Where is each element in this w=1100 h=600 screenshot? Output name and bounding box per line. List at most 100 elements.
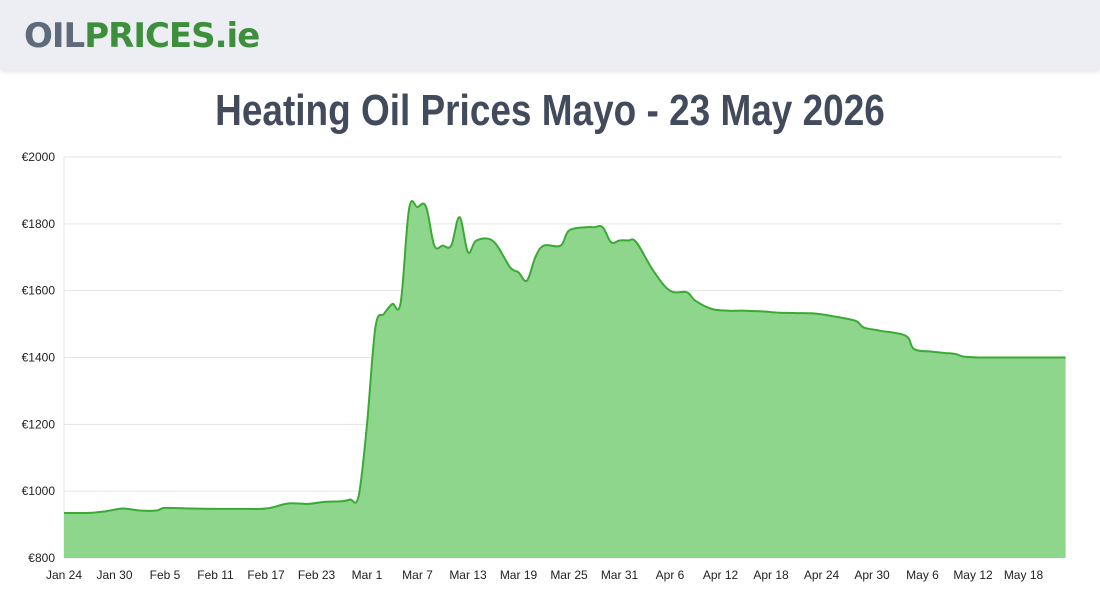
data-point[interactable] <box>684 289 690 295</box>
data-point[interactable] <box>465 249 471 255</box>
x-tick-label: Mar 19 <box>500 568 538 582</box>
data-point[interactable] <box>440 243 446 249</box>
data-point[interactable] <box>768 309 774 315</box>
data-point[interactable] <box>473 238 479 244</box>
data-point[interactable] <box>709 306 715 312</box>
x-tick-label: Mar 7 <box>402 568 433 582</box>
data-point[interactable] <box>347 497 353 503</box>
data-point[interactable] <box>566 228 572 234</box>
data-point[interactable] <box>86 510 92 516</box>
data-point[interactable] <box>381 311 387 317</box>
data-point[interactable] <box>415 204 421 210</box>
site-logo[interactable]: OILPRICES.ie <box>24 14 261 58</box>
data-point[interactable] <box>962 354 968 360</box>
data-point[interactable] <box>911 346 917 352</box>
x-tick-label: Mar 13 <box>449 568 487 582</box>
data-point[interactable] <box>995 355 1001 361</box>
data-point[interactable] <box>600 224 606 230</box>
data-point[interactable] <box>1046 355 1052 361</box>
data-point[interactable] <box>238 506 244 512</box>
data-point[interactable] <box>743 308 749 314</box>
data-point[interactable] <box>137 508 143 514</box>
page-title: Heating Oil Prices Mayo - 23 May 2026 <box>215 86 885 135</box>
data-point[interactable] <box>978 355 984 361</box>
x-tick-label: Mar 25 <box>550 568 588 582</box>
data-point[interactable] <box>288 500 294 506</box>
data-point[interactable] <box>903 333 909 339</box>
data-point[interactable] <box>457 214 463 220</box>
data-point[interactable] <box>103 508 109 514</box>
top-bar: OILPRICES.ie <box>0 0 1100 70</box>
data-point[interactable] <box>541 243 547 249</box>
data-point[interactable] <box>431 243 437 249</box>
data-point[interactable] <box>692 298 698 304</box>
data-point[interactable] <box>263 506 269 512</box>
data-point[interactable] <box>953 351 959 357</box>
data-point[interactable] <box>558 243 564 249</box>
data-point[interactable] <box>928 349 934 355</box>
x-tick-label: Jan 24 <box>46 568 82 582</box>
x-tick-label: Apr 6 <box>656 568 685 582</box>
x-tick-label: Mar 1 <box>352 568 383 582</box>
data-point[interactable] <box>583 224 589 230</box>
logo-oil-text: OIL <box>24 16 85 56</box>
data-point[interactable] <box>1063 355 1069 361</box>
data-point[interactable] <box>507 264 513 270</box>
data-point[interactable] <box>339 498 345 504</box>
data-point[interactable] <box>120 506 126 512</box>
data-point[interactable] <box>187 506 193 512</box>
data-point[interactable] <box>591 224 597 230</box>
data-point[interactable] <box>793 310 799 316</box>
data-point[interactable] <box>617 238 623 244</box>
data-point[interactable] <box>861 324 867 330</box>
price-series-line <box>63 200 1066 515</box>
data-point[interactable] <box>760 308 766 314</box>
data-point[interactable] <box>61 510 67 516</box>
data-point[interactable] <box>633 239 639 245</box>
data-point[interactable] <box>1029 355 1035 361</box>
x-tick-label: Apr 12 <box>703 568 739 582</box>
data-point[interactable] <box>372 324 378 330</box>
data-point[interactable] <box>532 254 538 260</box>
data-point[interactable] <box>776 310 782 316</box>
data-point[interactable] <box>852 318 858 324</box>
data-point[interactable] <box>936 350 942 356</box>
data-point[interactable] <box>524 278 530 284</box>
data-point[interactable] <box>810 310 816 316</box>
data-point[interactable] <box>322 499 328 505</box>
data-point[interactable] <box>726 308 732 314</box>
data-point[interactable] <box>406 206 412 212</box>
data-point[interactable] <box>305 501 311 507</box>
data-point[interactable] <box>280 502 286 508</box>
data-point[interactable] <box>608 239 614 245</box>
y-tick-label: €1800 <box>22 217 56 231</box>
data-point[interactable] <box>667 288 673 294</box>
data-point[interactable] <box>827 313 833 319</box>
data-point[interactable] <box>364 421 370 427</box>
data-point[interactable] <box>162 505 168 511</box>
data-point[interactable] <box>516 269 522 275</box>
data-point[interactable] <box>154 508 160 514</box>
data-point[interactable] <box>423 204 429 210</box>
data-point[interactable] <box>398 299 404 305</box>
data-point[interactable] <box>734 308 740 314</box>
logo-ie-text: .ie <box>214 16 261 56</box>
data-point[interactable] <box>389 301 395 307</box>
x-tick-label: Mar 31 <box>601 568 639 582</box>
data-point[interactable] <box>877 328 883 334</box>
data-point[interactable] <box>356 493 362 499</box>
data-point[interactable] <box>625 238 631 244</box>
data-point[interactable] <box>490 238 496 244</box>
y-tick-label: €800 <box>28 551 55 565</box>
x-tick-label: May 12 <box>953 568 993 582</box>
data-point[interactable] <box>213 506 219 512</box>
data-point[interactable] <box>1012 355 1018 361</box>
data-point[interactable] <box>945 350 951 356</box>
data-point[interactable] <box>650 268 656 274</box>
data-point[interactable] <box>448 243 454 249</box>
logo-prices-text: PRICES <box>84 16 215 56</box>
x-tick-label: Feb 11 <box>197 568 234 582</box>
x-axis-ticks: Jan 24 Jan 30 Feb 5 Feb 11 Feb 17 Feb 23 Mar 1… <box>46 568 1044 582</box>
x-tick-label: Apr 24 <box>804 568 840 582</box>
